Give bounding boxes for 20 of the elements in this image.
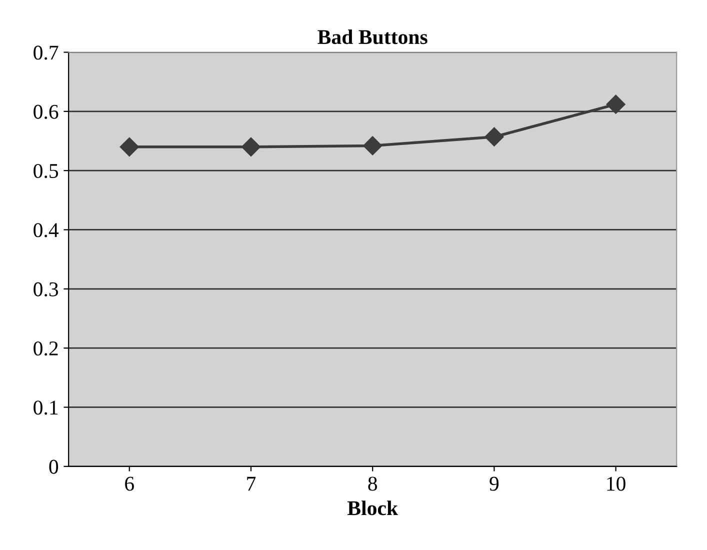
x-axis-title: Block: [347, 500, 398, 516]
y-tick-label: 0.7: [34, 46, 58, 60]
x-tick-label: 10: [607, 476, 626, 491]
y-tick-label: 0.3: [34, 282, 58, 296]
y-tick-label: 0: [49, 460, 58, 474]
point: [363, 136, 382, 156]
point: [241, 137, 261, 156]
point: [484, 127, 504, 146]
y-tick-label: 0.5: [34, 164, 58, 178]
x-tick-label: 6: [125, 476, 134, 491]
x-tick-label: 9: [490, 476, 499, 491]
y-tick-label: 0.4: [34, 223, 59, 238]
y-tick-label: 0.6: [34, 104, 58, 119]
point: [606, 94, 626, 114]
x-tick-label: 7: [247, 476, 256, 491]
chart-title: Bad Buttons: [318, 29, 428, 44]
y-tick-label: 0.1: [34, 400, 58, 415]
point: [120, 137, 139, 156]
x-tick-label: 8: [368, 476, 378, 491]
y-tick-label: 0.2: [34, 341, 58, 356]
